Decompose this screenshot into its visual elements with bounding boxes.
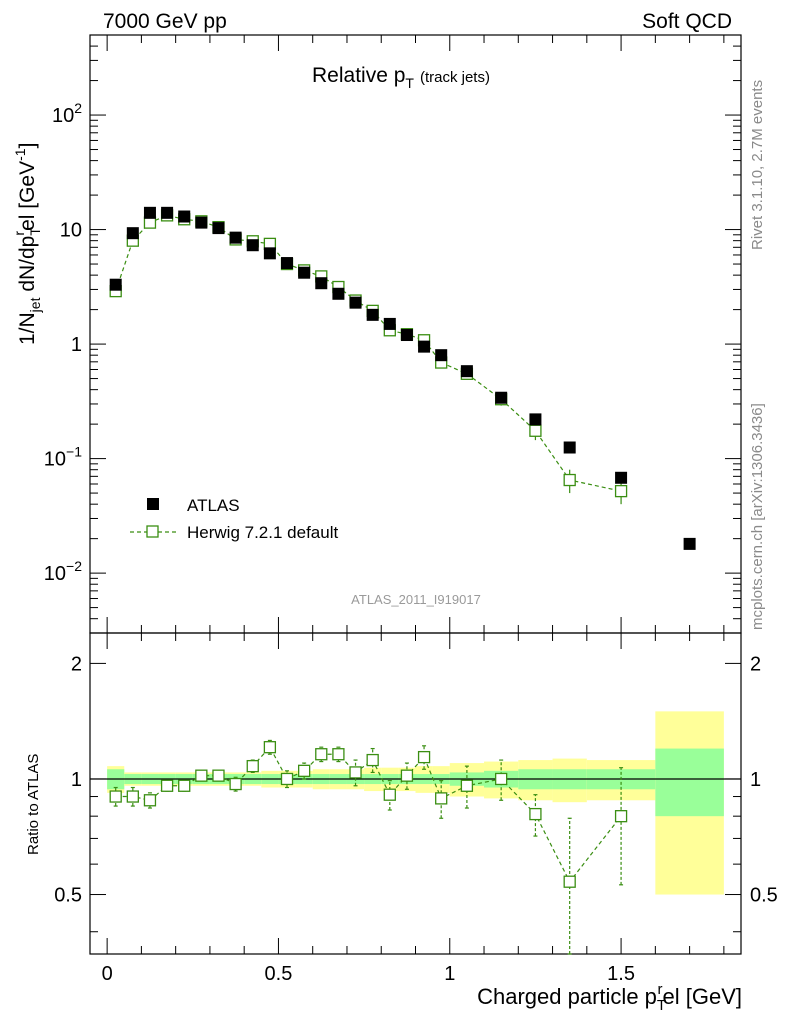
atlas-point bbox=[349, 296, 362, 309]
herwig-ratio-point bbox=[495, 772, 508, 786]
herwig-ratio-point bbox=[109, 790, 122, 803]
atlas-series-main bbox=[109, 206, 696, 550]
atlas-point bbox=[161, 206, 174, 219]
herwig-ratio-point bbox=[297, 764, 311, 777]
y-tick-label-100: 102 bbox=[52, 100, 82, 127]
atlas-point bbox=[418, 340, 431, 353]
herwig-ratio-point bbox=[529, 807, 542, 821]
herwig-ratio-point bbox=[126, 790, 139, 803]
atlas-point bbox=[366, 308, 379, 321]
legend-herwig-marker bbox=[146, 525, 159, 538]
herwig-ratio-point bbox=[178, 779, 191, 792]
band-inner-bin bbox=[655, 748, 724, 817]
atlas-point bbox=[178, 210, 191, 223]
herwig-ratio-point bbox=[563, 875, 576, 888]
x-axis-label: Charged particle pTrel [GeV] bbox=[477, 981, 742, 1014]
atlas-point bbox=[263, 247, 276, 260]
herwig-ratio-point bbox=[460, 779, 474, 792]
atlas-point bbox=[246, 239, 259, 252]
atlas-point bbox=[229, 231, 242, 244]
legend-herwig-label: Herwig 7.2.1 default bbox=[187, 523, 338, 542]
herwig-point bbox=[529, 424, 542, 437]
ratio-tick-label-1-left: 1 bbox=[71, 769, 82, 791]
herwig-ratio-point bbox=[263, 741, 277, 754]
ratio-tick-label-2-right: 2 bbox=[750, 653, 761, 675]
atlas-point bbox=[563, 441, 576, 454]
main-plot-frame bbox=[89, 34, 742, 634]
atlas-point bbox=[143, 206, 156, 219]
atlas-point bbox=[435, 349, 448, 362]
atlas-point bbox=[400, 329, 413, 342]
x-axis-ticks bbox=[106, 35, 725, 954]
ratio-uncertainty-bands bbox=[107, 711, 724, 895]
legend-atlas-marker bbox=[147, 498, 159, 510]
herwig-ratio-point bbox=[315, 748, 328, 761]
ratio-tick-label-0.5-left: 0.5 bbox=[54, 885, 82, 907]
x-tick-label-0.5: 0.5 bbox=[265, 963, 293, 985]
herwig-ratio-point bbox=[212, 769, 225, 782]
herwig-point bbox=[614, 484, 628, 498]
atlas-point bbox=[332, 287, 345, 300]
atlas-point bbox=[195, 216, 208, 229]
plot-title: Relative pT (track jets) bbox=[312, 64, 490, 91]
atlas-point bbox=[460, 365, 473, 378]
herwig-ratio-point bbox=[332, 748, 345, 761]
x-tick-label-0: 0 bbox=[102, 963, 113, 985]
ratio-tick-label-0.5-right: 0.5 bbox=[750, 885, 778, 907]
herwig-ratio-point bbox=[366, 753, 379, 767]
rivet-label: Rivet 3.1.10, 2.7M events bbox=[749, 80, 766, 250]
herwig-ratio-point bbox=[349, 766, 362, 779]
y-tick-label-10: 10 bbox=[60, 220, 82, 242]
herwig-point bbox=[563, 473, 576, 487]
herwig-ratio-point bbox=[195, 769, 208, 782]
herwig-series-ratio bbox=[109, 739, 628, 955]
herwig-ratio-point bbox=[383, 788, 396, 801]
header-left: 7000 GeV pp bbox=[103, 10, 227, 33]
herwig-ratio-point bbox=[246, 759, 259, 773]
ratio-tick-label-1-right: 1 bbox=[750, 769, 761, 791]
x-tick-label-1.5: 1.5 bbox=[607, 963, 635, 985]
atlas-point bbox=[126, 227, 139, 240]
main-y-axis-label: 1/Njet dN/dpTrel [GeV-1] bbox=[11, 143, 43, 345]
atlas-point bbox=[615, 471, 628, 484]
herwig-ratio-point bbox=[400, 769, 414, 782]
main-axis-ticks bbox=[90, 34, 741, 634]
herwig-ratio-point bbox=[417, 750, 431, 764]
atlas-point bbox=[315, 277, 328, 290]
atlas-point bbox=[495, 391, 508, 404]
legend-atlas-label: ATLAS bbox=[187, 496, 240, 515]
herwig-ratio-point bbox=[280, 772, 294, 786]
herwig-ratio-point bbox=[435, 792, 448, 805]
atlas-point bbox=[298, 266, 311, 279]
atlas-point bbox=[383, 317, 396, 330]
herwig-ratio-point bbox=[143, 794, 157, 807]
herwig-ratio-point bbox=[614, 810, 628, 823]
header-right: Soft QCD bbox=[642, 10, 732, 33]
herwig-series-main bbox=[109, 209, 628, 505]
ratio-y-axis-label: Ratio to ATLAS bbox=[25, 754, 42, 855]
atlas-point bbox=[212, 222, 225, 235]
y-tick-label-0.1: 10−1 bbox=[44, 444, 82, 471]
y-tick-label-1: 1 bbox=[71, 334, 82, 356]
atlas-point bbox=[109, 278, 122, 291]
herwig-ratio-point bbox=[160, 779, 174, 792]
atlas-point bbox=[529, 413, 542, 426]
herwig-ratio-point bbox=[229, 777, 242, 791]
x-tick-label-1: 1 bbox=[444, 963, 455, 985]
y-tick-label-0.01: 10−2 bbox=[44, 558, 82, 585]
herwig-line bbox=[115, 214, 622, 492]
atlas-point bbox=[683, 537, 696, 550]
ratio-tick-label-2-left: 2 bbox=[71, 653, 82, 675]
analysis-watermark: ATLAS_2011_I919017 bbox=[351, 592, 481, 607]
mcplots-label: mcplots.cern.ch [arXiv:1306.3436] bbox=[749, 403, 766, 630]
legend: ATLAS Herwig 7.2.1 default bbox=[130, 496, 338, 542]
atlas-point bbox=[281, 257, 294, 270]
